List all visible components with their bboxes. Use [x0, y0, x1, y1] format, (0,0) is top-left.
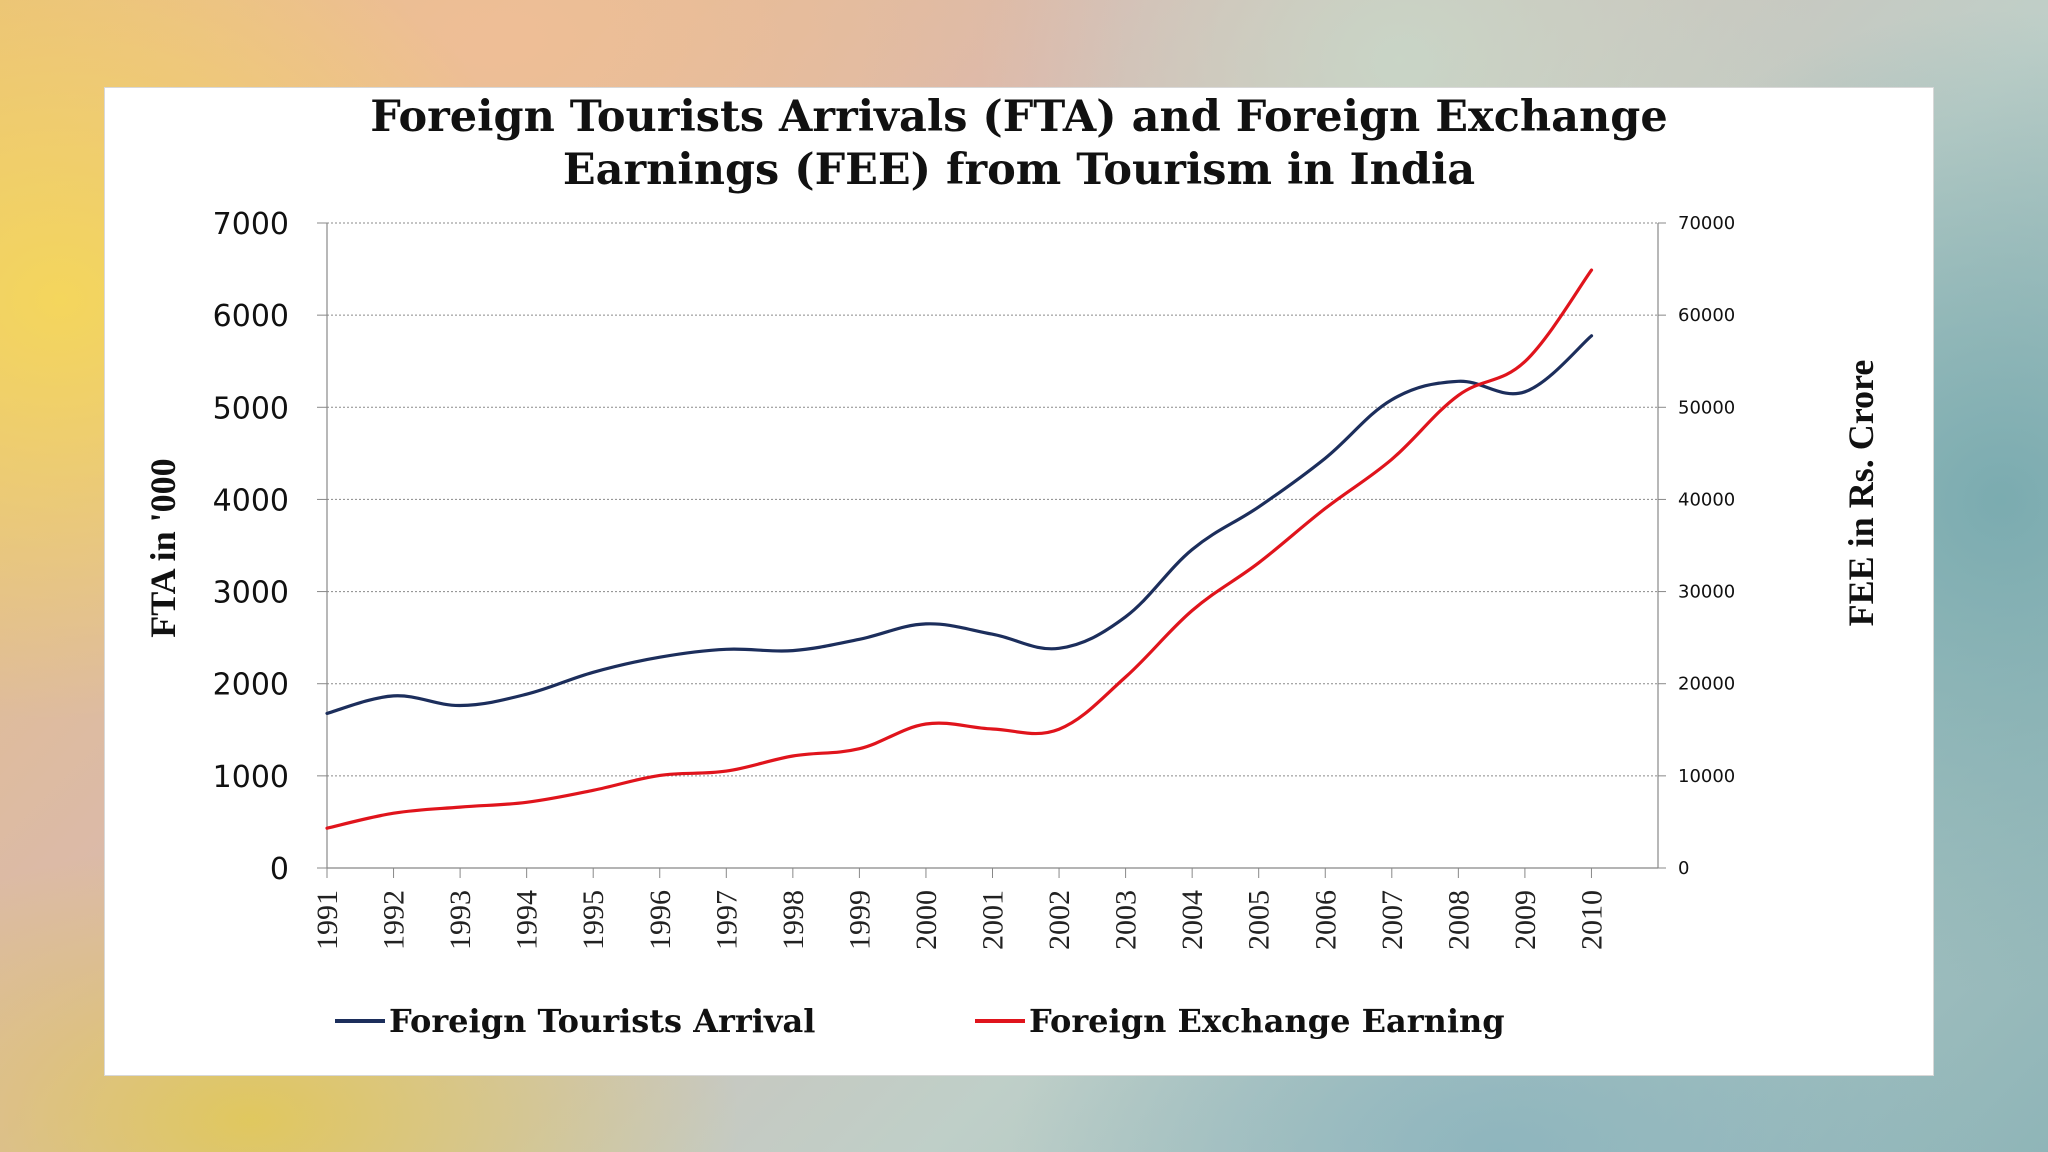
x-tick-label: 1999: [843, 890, 876, 950]
y-tick-label-left: 5000: [213, 391, 289, 426]
series-line-fta: [325, 334, 1594, 715]
chart-title: Foreign Tourists Arrivals (FTA) and Fore…: [105, 88, 1933, 197]
x-tick-label: 2007: [1376, 890, 1409, 950]
x-tick-label: 2010: [1575, 890, 1608, 950]
x-tick-label: 2002: [1043, 890, 1076, 950]
x-tick-label: 2009: [1509, 890, 1542, 950]
y-tick-label-right: 60000: [1678, 305, 1735, 326]
chart-title-line-2: Earnings (FEE) from Tourism in India: [562, 145, 1476, 195]
x-tick-label: 2004: [1176, 890, 1209, 950]
y-tick-label-right: 50000: [1678, 397, 1735, 418]
y-tick-label-left: 1000: [213, 760, 289, 795]
x-tick-label: 1997: [710, 890, 743, 950]
x-tick-label: 1991: [311, 890, 344, 950]
x-tick-label: 1992: [378, 890, 411, 950]
x-tick-label: 2001: [977, 890, 1010, 950]
x-tick-label: 2005: [1243, 890, 1276, 950]
tick-labels: 0100020003000400050006000700001000020000…: [213, 207, 1736, 950]
x-tick-label: 2003: [1110, 890, 1143, 950]
x-tick-label: 1993: [444, 890, 477, 950]
y-tick-label-right: 30000: [1678, 582, 1735, 603]
y-tick-label-left: 2000: [213, 668, 289, 703]
legend: Foreign Tourists Arrival Foreign Exchang…: [335, 1002, 1505, 1040]
x-tick-label: 1995: [577, 890, 610, 950]
x-tick-label: 1998: [777, 890, 810, 950]
chart-card: Foreign Tourists Arrivals (FTA) and Fore…: [104, 87, 1934, 1076]
axes: [317, 222, 1666, 878]
y-tick-label-right: 0: [1678, 858, 1689, 879]
y-tick-label-left: 0: [270, 852, 289, 887]
x-tick-label: 2006: [1309, 890, 1342, 950]
legend-label-fee: Foreign Exchange Earning: [1029, 1002, 1505, 1040]
x-tick-label: 2000: [910, 890, 943, 950]
y-tick-label-right: 20000: [1678, 674, 1735, 695]
chart-plot: 0100020003000400050006000700001000020000…: [143, 207, 1881, 1040]
y-tick-label-left: 4000: [213, 483, 289, 518]
legend-label-fta: Foreign Tourists Arrival: [389, 1002, 815, 1040]
series-lines: [325, 268, 1594, 830]
gridlines: [327, 222, 1658, 777]
series-line-fee: [325, 268, 1594, 830]
chart-title-line-1: Foreign Tourists Arrivals (FTA) and Fore…: [370, 92, 1668, 142]
y-tick-label-right: 70000: [1678, 213, 1735, 234]
x-tick-label: 2008: [1442, 890, 1475, 950]
y-axis-right-label: FEE in Rs. Crore: [1841, 360, 1881, 627]
y-tick-label-left: 7000: [213, 207, 289, 242]
x-tick-label: 1996: [644, 890, 677, 950]
y-tick-label-right: 10000: [1678, 766, 1735, 787]
y-tick-label-left: 3000: [213, 576, 289, 611]
x-tick-label: 1994: [511, 890, 544, 950]
y-tick-label-right: 40000: [1678, 489, 1735, 510]
y-tick-label-left: 6000: [213, 299, 289, 334]
y-axis-left-label: FTA in '000: [143, 458, 183, 637]
